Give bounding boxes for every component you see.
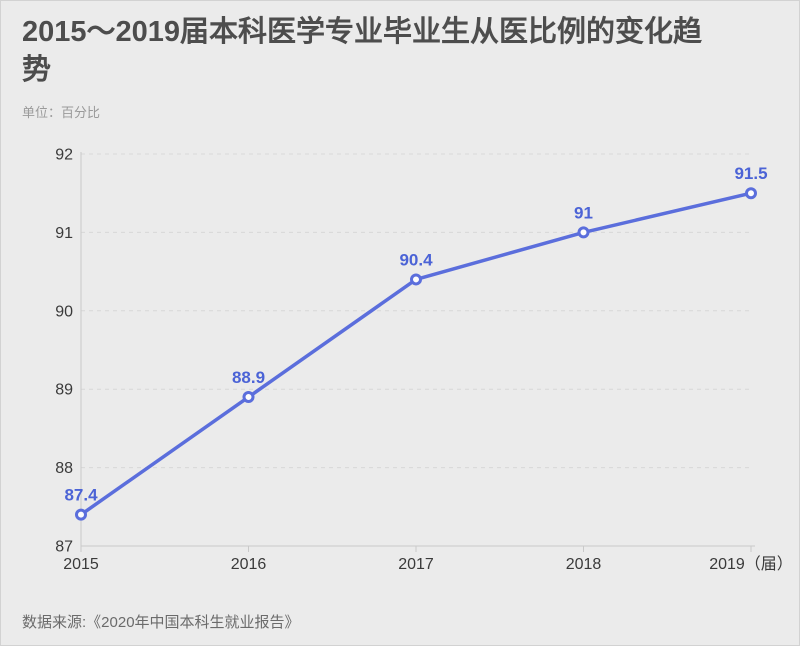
data-point-marker xyxy=(577,226,590,239)
y-axis-tick-label: 89 xyxy=(55,382,73,399)
data-source-note: 数据来源:《2020年中国本科生就业报告》 xyxy=(22,614,300,631)
series-line xyxy=(79,191,753,517)
y-axis-tick-label: 90 xyxy=(55,303,73,320)
chart-area: 87 88 89 90 91 92 2015 2016 2017 2018 2019（届） 87.4 8… xyxy=(1,141,799,601)
data-point-marker xyxy=(75,508,87,521)
data-point-marker xyxy=(745,187,757,200)
x-axis-tick-label: 2019（届） xyxy=(709,555,793,573)
y-axis-tick-label: 91 xyxy=(55,225,73,242)
line-chart: 87 88 89 90 91 92 2015 2016 2017 2018 2019（届） 87.4 8… xyxy=(55,147,793,574)
data-point-label: 91 xyxy=(574,203,593,222)
y-axis-tick-label: 88 xyxy=(55,460,73,477)
x-axis-tick-label: 2015 xyxy=(63,556,99,573)
data-point-label: 90.4 xyxy=(399,250,433,269)
data-point-marker xyxy=(410,273,422,286)
data-point-label: 87.4 xyxy=(64,486,98,505)
x-axis-tick-label: 2017 xyxy=(398,556,434,573)
y-axis-tick-label: 87 xyxy=(55,539,73,556)
data-point-label: 91.5 xyxy=(734,164,767,183)
y-axis-tick-label: 92 xyxy=(55,147,73,164)
data-point-label: 88.9 xyxy=(232,368,265,387)
data-point-marker xyxy=(242,391,255,404)
x-axis-tick-label: 2018 xyxy=(566,556,602,573)
page-title: 2015～2019届本科医学专业毕业生从医比例的变化趋势 xyxy=(22,16,703,86)
x-axis-tick-label: 2016 xyxy=(231,556,267,573)
unit-label: 单位：百分比 xyxy=(22,105,101,120)
